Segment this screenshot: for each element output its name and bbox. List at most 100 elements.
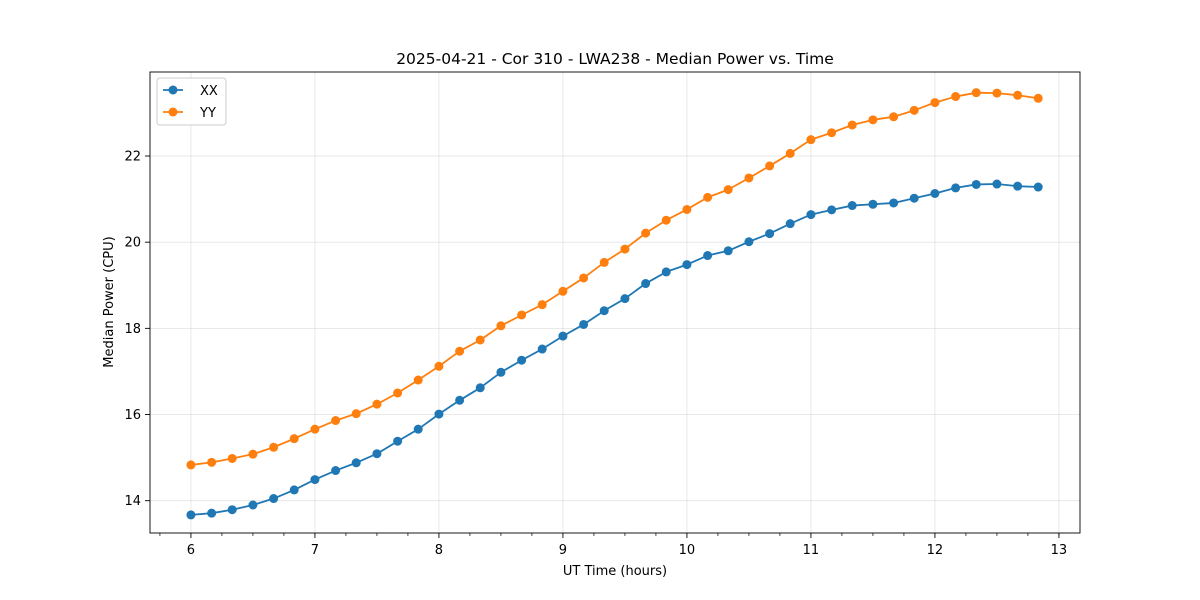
series-xx-point	[599, 306, 609, 316]
x-tick-label: 10	[679, 543, 696, 558]
series-xx-point	[992, 179, 1002, 189]
series-xx-point	[372, 449, 382, 459]
series-yy-point	[765, 161, 775, 171]
series-xx-point	[951, 183, 961, 193]
series-yy-point	[641, 228, 651, 238]
series-xx-point	[351, 458, 361, 468]
x-tick-label: 8	[435, 543, 443, 558]
series-xx-point	[1013, 181, 1023, 191]
series-yy-point	[930, 98, 940, 108]
chart-title: 2025-04-21 - Cor 310 - LWA238 - Median P…	[396, 50, 834, 68]
series-yy-point	[475, 335, 485, 345]
series-xx-point	[537, 344, 547, 354]
series-layer	[186, 88, 1043, 520]
series-xx-point	[785, 219, 795, 229]
legend: XX YY	[156, 77, 227, 126]
series-xx-point	[207, 508, 217, 518]
series-xx-point	[641, 279, 651, 289]
legend-yy-label: YY	[199, 106, 216, 121]
series-xx-point	[289, 485, 299, 495]
series-xx-point	[186, 510, 196, 520]
series-yy-point	[909, 105, 919, 115]
x-tick-label: 12	[927, 543, 944, 558]
y-axis-title: Median Power (CPU)	[102, 236, 117, 367]
y-tick-label: 22	[124, 150, 141, 165]
series-yy-point	[269, 442, 279, 452]
series-yy-point	[1013, 90, 1023, 100]
series-xx-point	[558, 331, 568, 341]
series-yy-point	[207, 457, 217, 467]
y-tick-label: 18	[124, 322, 141, 337]
series-xx-point	[806, 210, 816, 220]
series-yy-point	[785, 148, 795, 158]
series-xx-point	[661, 267, 671, 277]
series-yy-point	[661, 215, 671, 225]
series-yy-point	[310, 424, 320, 434]
series-xx-point	[971, 179, 981, 189]
series-yy-point	[537, 300, 547, 310]
series-yy-point	[599, 257, 609, 267]
series-yy-point	[248, 449, 258, 459]
series-xx-point	[703, 251, 713, 261]
series-xx-point	[930, 189, 940, 198]
series-yy-point	[889, 112, 899, 122]
series-yy-point	[971, 88, 981, 98]
series-yy-point	[723, 185, 733, 195]
series-xx-point	[475, 383, 485, 393]
series-yy-point	[393, 388, 403, 398]
series-yy-point	[331, 416, 341, 426]
y-tick-label: 14	[124, 494, 141, 509]
series-yy-point	[992, 88, 1002, 98]
series-yy-point	[372, 399, 382, 409]
series-yy-point	[289, 434, 299, 444]
series-xx-point	[227, 505, 237, 515]
series-yy-point	[847, 120, 857, 130]
series-yy-point	[434, 361, 444, 371]
series-xx-point	[827, 205, 837, 215]
series-xx-point	[909, 193, 919, 203]
series-xx-point	[868, 199, 878, 209]
x-tick-label: 6	[187, 543, 195, 558]
axis-ticks: 6 7 8 9 10 11 12 13 14 16 18 20 22	[124, 150, 1067, 558]
series-yy-point	[517, 310, 527, 320]
series-xx-point	[496, 367, 506, 377]
series-yy-point	[1033, 93, 1043, 103]
series-xx-point	[413, 424, 423, 434]
series-xx-point	[393, 436, 403, 446]
series-yy-point	[744, 173, 754, 183]
x-tick-label: 13	[1051, 543, 1068, 558]
series-xx-point	[682, 260, 692, 270]
series-xx-point	[765, 229, 775, 239]
series-xx-point	[579, 319, 589, 329]
series-xx-point	[331, 466, 341, 476]
y-tick-label: 20	[124, 236, 141, 251]
y-tick-label: 16	[124, 408, 141, 423]
series-yy-point	[227, 453, 237, 463]
series-yy-point	[951, 92, 961, 102]
series-xx-point	[310, 475, 320, 485]
series-yy-point	[496, 321, 506, 331]
series-yy-point	[827, 128, 837, 138]
series-xx-point	[889, 198, 899, 208]
series-xx-point	[723, 246, 733, 256]
series-xx-point	[744, 237, 754, 247]
x-tick-label: 7	[311, 543, 319, 558]
series-xx-point	[248, 500, 258, 510]
series-yy-point	[620, 244, 630, 254]
series-xx-point	[434, 409, 444, 419]
series-yy-point	[351, 409, 361, 419]
series-yy-point	[868, 115, 878, 125]
series-xx-point	[517, 355, 527, 365]
series-xx-point	[455, 395, 465, 405]
x-axis-title: UT Time (hours)	[563, 564, 667, 579]
series-yy-point	[558, 286, 568, 296]
plot-frame	[149, 71, 1081, 534]
legend-xx-marker	[168, 85, 178, 95]
x-tick-label: 11	[803, 543, 820, 558]
legend-xx-label: XX	[200, 84, 218, 99]
series-xx-point	[1033, 182, 1043, 192]
x-tick-label: 9	[559, 543, 567, 558]
series-xx-point	[847, 201, 857, 211]
legend-yy-marker	[168, 107, 178, 117]
